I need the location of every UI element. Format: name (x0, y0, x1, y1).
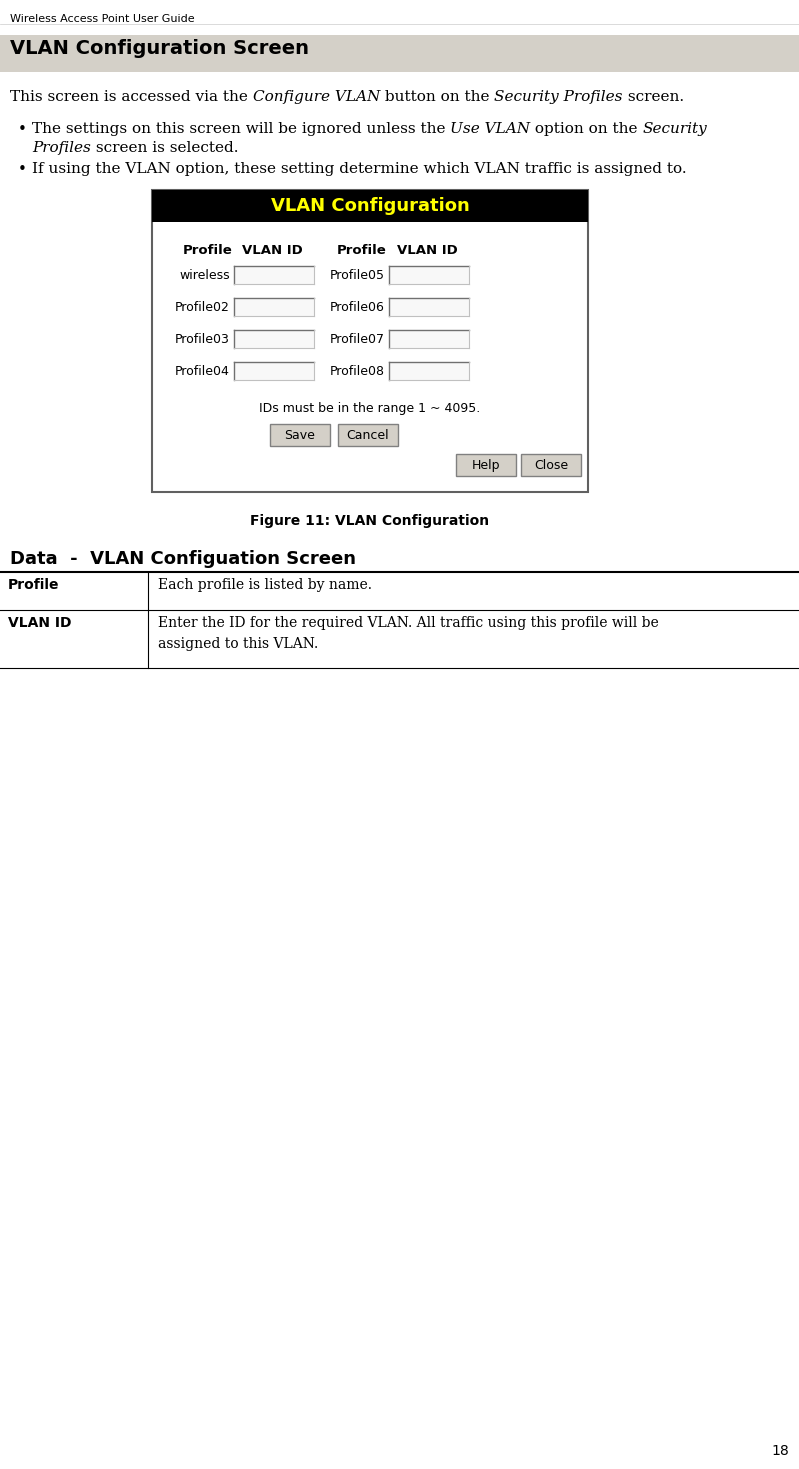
FancyBboxPatch shape (270, 425, 330, 447)
Text: Configure VLAN: Configure VLAN (252, 90, 380, 104)
Text: Profile03: Profile03 (175, 332, 230, 345)
Bar (389, 266, 469, 284)
Bar (152, 190, 588, 222)
Bar (389, 331, 469, 348)
Text: Profiles: Profiles (32, 141, 91, 156)
Text: IDs must be in the range 1 ~ 4095.: IDs must be in the range 1 ~ 4095. (260, 403, 481, 416)
Text: VLAN ID: VLAN ID (8, 616, 71, 630)
Text: 18: 18 (771, 1444, 789, 1459)
Bar (234, 361, 314, 380)
Text: VLAN Configuration: VLAN Configuration (271, 197, 469, 214)
FancyBboxPatch shape (338, 425, 398, 447)
Text: VLAN ID: VLAN ID (242, 244, 303, 257)
Text: Profile04: Profile04 (175, 364, 230, 378)
Text: Profile05: Profile05 (330, 269, 385, 282)
Text: Profile08: Profile08 (330, 364, 385, 378)
Text: Profile: Profile (182, 244, 232, 257)
Text: Security: Security (643, 122, 708, 137)
Text: VLAN ID: VLAN ID (397, 244, 458, 257)
Text: Each profile is listed by name.: Each profile is listed by name. (158, 577, 372, 592)
Bar (234, 331, 314, 348)
Bar (0, 35, 799, 72)
FancyBboxPatch shape (521, 454, 581, 476)
Text: Data  -  VLAN Configuation Screen: Data - VLAN Configuation Screen (10, 549, 356, 569)
Bar (234, 266, 314, 284)
Text: If using the VLAN option, these setting determine which VLAN traffic is assigned: If using the VLAN option, these setting … (32, 162, 686, 176)
Text: Enter the ID for the required VLAN. All traffic using this profile will be
assig: Enter the ID for the required VLAN. All … (158, 616, 658, 651)
Text: screen.: screen. (623, 90, 684, 104)
Text: Profile: Profile (8, 577, 59, 592)
FancyBboxPatch shape (456, 454, 516, 476)
Bar (152, 190, 588, 492)
Text: Profile02: Profile02 (175, 301, 230, 313)
Text: VLAN Configuration Screen: VLAN Configuration Screen (10, 40, 309, 57)
Bar (389, 361, 469, 380)
Text: Wireless Access Point User Guide: Wireless Access Point User Guide (10, 15, 195, 24)
Text: Use VLAN: Use VLAN (451, 122, 531, 137)
Bar (389, 298, 469, 316)
Text: Close: Close (534, 458, 568, 472)
Text: screen is selected.: screen is selected. (91, 141, 238, 156)
Text: •: • (18, 162, 27, 176)
Text: wireless: wireless (179, 269, 230, 282)
Text: Figure 11: VLAN Configuration: Figure 11: VLAN Configuration (250, 514, 490, 527)
Text: Cancel: Cancel (347, 429, 389, 442)
Text: button on the: button on the (380, 90, 495, 104)
Text: Security Profiles: Security Profiles (495, 90, 623, 104)
Text: Profile07: Profile07 (330, 332, 385, 345)
Text: Save: Save (284, 429, 316, 442)
Text: This screen is accessed via the: This screen is accessed via the (10, 90, 252, 104)
Text: The settings on this screen will be ignored unless the: The settings on this screen will be igno… (32, 122, 451, 137)
Text: Help: Help (471, 458, 500, 472)
Bar (234, 298, 314, 316)
Text: option on the: option on the (531, 122, 643, 137)
Text: Profile06: Profile06 (330, 301, 385, 313)
Text: •: • (18, 122, 27, 137)
Text: Profile: Profile (337, 244, 387, 257)
